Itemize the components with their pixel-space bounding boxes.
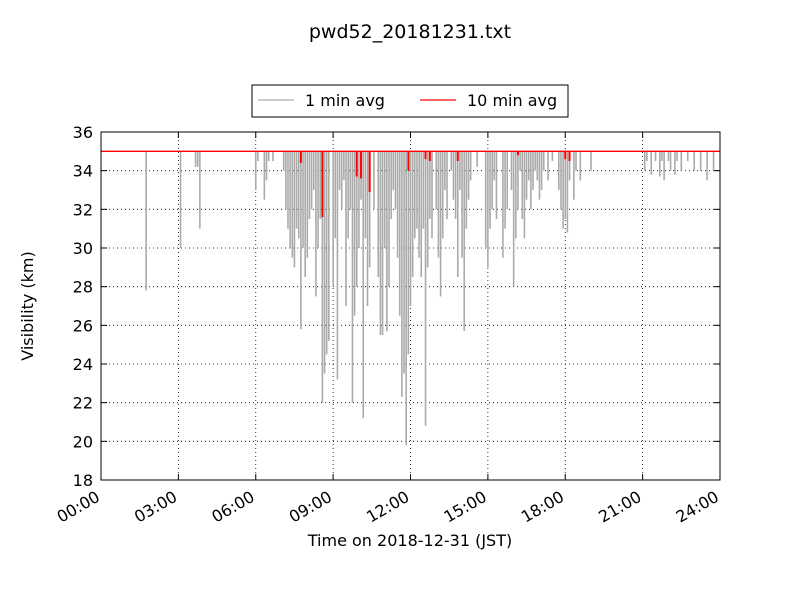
legend-box — [251, 84, 569, 118]
y-tick-label: 36 — [73, 123, 93, 142]
y-tick-label: 30 — [73, 239, 93, 258]
y-axis-label: Visibility (km) — [18, 251, 37, 360]
x-axis-label: Time on 2018-12-31 (JST) — [307, 531, 512, 550]
series-1-min-avg — [145, 151, 715, 446]
legend: 1 min avg 10 min avg — [251, 84, 569, 118]
y-tick-label: 24 — [73, 355, 93, 374]
y-tick-label: 28 — [73, 278, 93, 297]
y-axis: 18 20 22 24 26 28 30 32 34 36 — [73, 123, 720, 490]
y-tick-label: 18 — [73, 471, 93, 490]
y-tick-label: 22 — [73, 394, 93, 413]
legend-label-10-min-avg: 10 min avg — [467, 91, 557, 110]
legend-label-1-min-avg: 1 min avg — [305, 91, 385, 110]
y-tick-label: 34 — [73, 162, 93, 181]
y-tick-label: 20 — [73, 432, 93, 451]
chart-title: pwd52_20181231.txt — [309, 21, 511, 43]
series-10-min-avg — [101, 150, 720, 218]
y-tick-label: 26 — [73, 316, 93, 335]
y-tick-label: 32 — [73, 200, 93, 219]
